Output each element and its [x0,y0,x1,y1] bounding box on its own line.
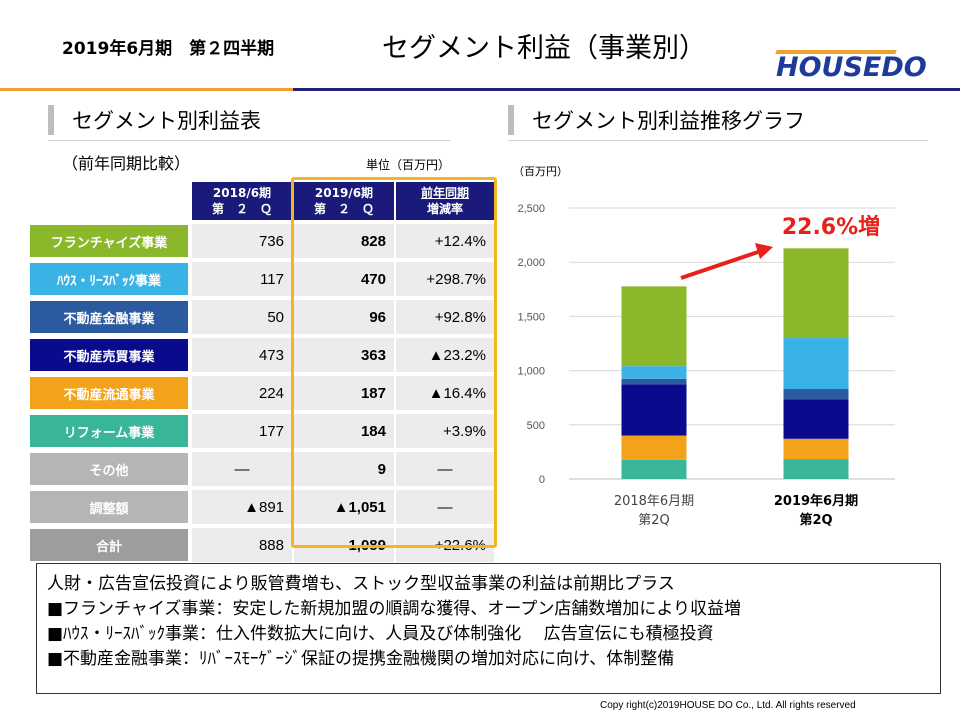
change-rate-cell: +3.9% [396,414,494,448]
bar-segment [621,286,687,367]
growth-arrow-head [755,243,773,259]
bar-segment [621,459,687,479]
commentary-line: 人財・広告宣伝投資により販管費増も、ストック型収益事業の利益は前期比プラス [47,574,675,594]
change-rate-cell: ▲16.4% [396,376,494,410]
commentary-line: ■ﾊｳｽ・ﾘｰｽﾊﾞｯｸ事業：仕入件数拡大に向け、人員及び体制強化 広告宣伝にも… [47,624,714,644]
segment-label: 調整額 [30,491,188,523]
prev-value-cell: 117 [192,262,292,296]
curr-value-cell: 828 [294,224,394,258]
column-header: 2019/6期第 ２ Ｑ [294,182,394,220]
segment-label: 不動産売買事業 [30,339,188,371]
column-header-line: 第 ２ Ｑ [211,202,272,216]
period-label: 2019年6月期 第２四半期 [62,39,275,59]
y-tick-label: 2,000 [517,257,545,269]
logo-swoosh [775,50,897,54]
segment-profit-chart: （百万円）05001,0001,5002,0002,5002018年6月期第2Q… [513,165,895,528]
change-rate-cell: — [396,452,494,486]
bar-segment [783,338,849,390]
page-title: セグメント利益（事業別） [382,33,706,64]
table-unit: 単位（百万円） [366,158,451,172]
bar-segment [621,378,687,385]
commentary-line: ■フランチャイズ事業：安定した新規加盟の順調な獲得、オープン店舗数増加により収益… [47,599,742,619]
x-category-label: 第2Q [799,512,832,528]
curr-value-cell: 363 [294,338,394,372]
copyright: Copy right(c)2019HOUSE DO Co., Ltd. All … [600,700,856,711]
table-subtitle: （前年同期比較） [62,154,191,173]
change-rate-cell: +12.4% [396,224,494,258]
column-header-line: 増減率 [426,202,463,216]
curr-value-cell: ▲1,051 [294,490,394,524]
column-header: 2018/6期第 ２ Ｑ [192,182,292,220]
chart-heading: セグメント別利益推移グラフ [508,105,805,135]
curr-value-cell: 187 [294,376,394,410]
column-header-line: 2018/6期 [212,186,272,200]
commentary-line: ■不動産金融事業：ﾘﾊﾞｰｽﾓｰｹﾞｰｼﾞ保証の提携金融機関の増加対応に向け、体… [47,649,675,669]
curr-value-cell: 96 [294,300,394,334]
curr-value-cell: 184 [294,414,394,448]
x-category-label: 2019年6月期 [774,493,858,509]
prev-value-cell: ▲891 [192,490,292,524]
header-rule-orange [0,88,293,91]
company-logo: HOUSEDO [775,50,927,83]
y-tick-label: 1,500 [517,311,545,323]
table-heading: セグメント別利益表 [48,105,261,135]
y-axis-unit: （百万円） [513,165,568,178]
bar-segment [783,459,849,479]
table-heading-divider [48,140,450,141]
column-header-line: 前年同期 [420,186,469,200]
prev-value-cell: 177 [192,414,292,448]
prev-value-cell: 224 [192,376,292,410]
bar-segment [783,389,849,400]
commentary-box: 人財・広告宣伝投資により販管費増も、ストック型収益事業の利益は前期比プラス ■フ… [36,563,941,694]
bar-segment [783,438,849,460]
y-tick-label: 0 [539,474,545,486]
current-period-highlight [291,177,497,548]
bar-segment [783,248,849,339]
segment-label: ﾊｳｽ・ﾘｰｽﾊﾞｯｸ事業 [30,263,188,295]
segment-label: フランチャイズ事業 [30,225,188,257]
segment-label: 不動産流通事業 [30,377,188,409]
change-rate-cell: ▲23.2% [396,338,494,372]
segment-label: その他 [30,453,188,485]
x-category-label: 第2Q [638,513,670,528]
segment-label: 合計 [30,529,188,561]
bar-segment [783,399,849,439]
change-rate-cell: — [396,490,494,524]
bar-segment [621,435,687,460]
column-header-line: 第 ２ Ｑ [313,202,374,216]
chart-heading-divider [508,140,928,141]
curr-value-cell: 470 [294,262,394,296]
column-header: 前年同期 増減率 [396,182,494,220]
prev-value-cell: 473 [192,338,292,372]
growth-label: 22.6%増 [782,214,880,240]
curr-value-cell: 9 [294,452,394,486]
segment-label: リフォーム事業 [30,415,188,447]
column-header-line: 2019/6期 [314,186,374,200]
prev-value-cell: 888 [192,528,292,562]
prev-value-cell: 736 [192,224,292,258]
y-tick-label: 2,500 [517,203,545,215]
bar-segment [621,366,687,379]
bar-segment [621,384,687,436]
header-rule-navy [293,88,960,91]
prev-value-cell: 50 [192,300,292,334]
change-rate-cell: +298.7% [396,262,494,296]
logo-text: HOUSEDO [776,52,927,83]
change-rate-cell: +92.8% [396,300,494,334]
x-category-label: 2018年6月期 [614,494,694,509]
y-tick-label: 1,000 [517,366,545,378]
prev-value-cell: — [192,452,292,486]
segment-label: 不動産金融事業 [30,301,188,333]
growth-arrow-shaft [680,249,762,280]
y-tick-label: 500 [527,420,545,432]
